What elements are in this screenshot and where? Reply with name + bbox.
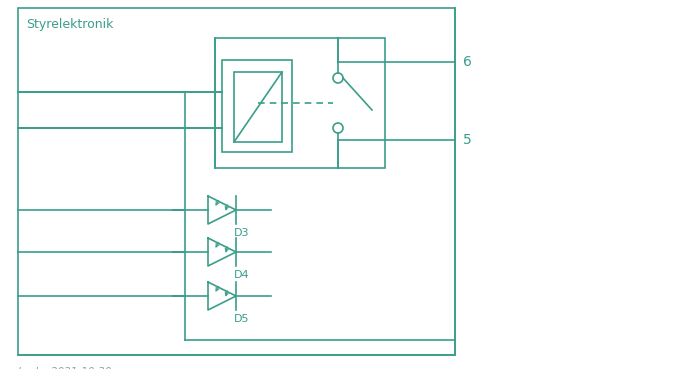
Text: Styrelektronik: Styrelektronik	[26, 18, 113, 31]
Bar	[222, 60, 292, 152]
Bar	[18, 8, 455, 355]
Bar	[215, 38, 385, 168]
Text: 5: 5	[463, 133, 472, 147]
Bar	[234, 72, 282, 142]
Text: D3: D3	[234, 228, 249, 238]
Text: 6: 6	[463, 55, 472, 69]
Text: D5: D5	[234, 314, 249, 324]
Text: D4: D4	[234, 270, 250, 280]
Text: harka 2021-10-30: harka 2021-10-30	[18, 367, 111, 369]
